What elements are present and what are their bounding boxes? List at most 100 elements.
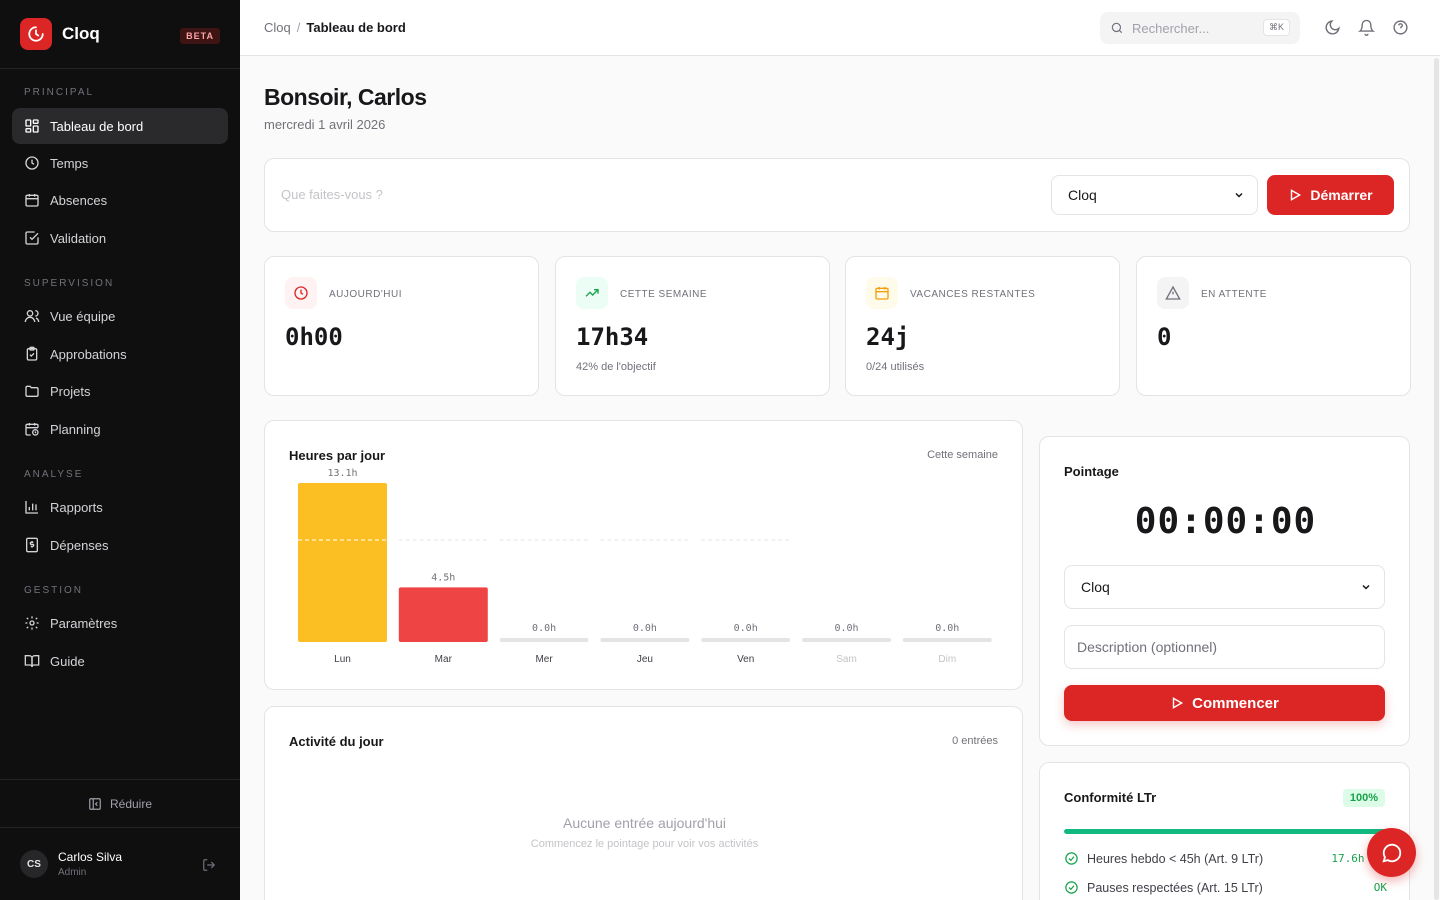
sidebar-item-label: Absences — [50, 192, 108, 208]
chart-value-label: 13.1h — [327, 468, 357, 479]
activity-count: 0 entrées — [952, 735, 998, 747]
commencer-button[interactable]: Commencer — [1064, 685, 1385, 721]
moon-icon[interactable] — [1324, 19, 1341, 36]
start-button[interactable]: Démarrer — [1267, 175, 1394, 215]
sidebar-item-planning[interactable]: Planning — [12, 411, 228, 447]
stat-label: EN ATTENTE — [1201, 289, 1267, 300]
sidebar-item-approbations[interactable]: Approbations — [12, 336, 228, 372]
play-icon — [1172, 697, 1184, 709]
rule-value: OK — [1373, 881, 1387, 894]
sidebar-item-absences[interactable]: Absences — [12, 182, 228, 218]
chevron-down-icon — [1235, 192, 1243, 198]
sidebar-item-parametres[interactable]: Paramètres — [12, 605, 228, 641]
app-name: Cloq — [62, 24, 100, 43]
chat-icon — [1381, 843, 1401, 863]
receipt-icon — [26, 537, 38, 553]
check-circle-icon — [1065, 881, 1078, 894]
search-input[interactable]: Rechercher... ⌘K — [1100, 12, 1300, 44]
play-icon — [1291, 189, 1302, 201]
sidebar-item-label: Projets — [50, 383, 91, 399]
users-icon — [24, 310, 40, 323]
brand: Cloq BETA — [0, 0, 240, 69]
stat-card-vacation: VACANCES RESTANTES 24j 0/24 utilisés — [845, 256, 1120, 396]
clock-icon — [25, 156, 39, 170]
chart-title: Heures par jour — [289, 448, 386, 463]
search-placeholder: Rechercher... — [1132, 20, 1210, 36]
logout-icon[interactable] — [202, 858, 216, 872]
sidebar-item-label: Rapports — [50, 499, 103, 515]
stat-value: 24j — [866, 323, 910, 351]
sidebar-item-projets[interactable]: Projets — [12, 373, 228, 409]
compliance-progress-fill — [1064, 829, 1387, 834]
sidebar-item-dashboard[interactable]: Tableau de bord — [12, 108, 228, 144]
breadcrumb-current: Tableau de bord — [306, 20, 406, 35]
page-date: mercredi 1 avril 2026 — [264, 117, 386, 132]
stat-value: 0 — [1157, 323, 1172, 351]
stat-note: 42% de l'objectif — [576, 361, 656, 373]
stat-card-today: AUJOURD'HUI 0h00 — [264, 256, 539, 396]
project-select[interactable]: Cloq — [1051, 175, 1258, 215]
clipboard-check-icon — [26, 346, 38, 361]
activity-input[interactable]: Que faites-vous ? — [281, 187, 383, 202]
calendar-icon — [866, 277, 898, 309]
stat-value: 0h00 — [285, 323, 343, 351]
search-icon — [1111, 22, 1123, 34]
calendar-clock-icon — [25, 423, 39, 436]
sidebar-item-guide[interactable]: Guide — [12, 643, 228, 679]
commencer-button-label: Commencer — [1192, 694, 1279, 712]
sidebar-item-label: Dépenses — [50, 537, 109, 553]
stat-value: 17h34 — [576, 323, 649, 351]
user-profile[interactable]: CS Carlos Silva Admin — [0, 827, 240, 900]
sidebar-item-label: Paramètres — [50, 615, 118, 631]
activity-title: Activité du jour — [289, 734, 384, 749]
chevron-down-icon — [1362, 584, 1370, 590]
chart-category-label: Mer — [535, 654, 553, 665]
trending-up-icon — [576, 277, 608, 309]
stat-label: AUJOURD'HUI — [329, 289, 402, 300]
chart-category-label: Lun — [334, 654, 351, 665]
stat-card-week: CETTE SEMAINE 17h34 42% de l'objectif — [555, 256, 830, 396]
chart-category-label: Jeu — [637, 654, 653, 665]
chart-value-label: 0.0h — [834, 623, 858, 634]
stat-label: VACANCES RESTANTES — [910, 289, 1036, 300]
collapse-button[interactable]: Réduire — [0, 779, 240, 827]
search-shortcut: ⌘K — [1262, 19, 1290, 36]
sidebar-item-rapports[interactable]: Rapports — [12, 489, 228, 525]
hours-chart: 13.1h Lun 4.5h Mar 0.0h Mer 0.0h Jeu 0.0h Ven 0.0h… — [298, 468, 992, 665]
rule-label: Heures hebdo < 45h (Art. 9 LTr) — [1087, 851, 1264, 866]
chat-button[interactable] — [1367, 828, 1416, 877]
project-select-value: Cloq — [1068, 187, 1097, 203]
logo-icon[interactable] — [20, 18, 52, 50]
chart-bar — [802, 638, 891, 642]
clock-icon — [285, 277, 317, 309]
help-icon[interactable] — [1392, 19, 1409, 36]
chart-bar — [701, 638, 791, 642]
stat-label: CETTE SEMAINE — [620, 289, 708, 300]
sidebar-item-label: Guide — [50, 653, 85, 669]
sidebar-item-label: Planning — [50, 421, 101, 437]
compliance-card: Conformité LTr 100% Heures hebdo < 45h (… — [1039, 762, 1410, 900]
chart-value-label: 0.0h — [532, 623, 556, 634]
pointage-project-value: Cloq — [1081, 579, 1110, 595]
breadcrumb-root[interactable]: Cloq — [264, 20, 291, 35]
chart-bar — [499, 638, 589, 642]
chart-bar — [398, 587, 488, 642]
chart-category-label: Ven — [737, 654, 754, 665]
bell-icon[interactable] — [1358, 19, 1375, 36]
chart-category-label: Mar — [435, 654, 453, 665]
activity-card: Activité du jour 0 entrées Aucune entrée… — [264, 706, 1023, 900]
scrollbar[interactable] — [1434, 58, 1439, 900]
description-field[interactable]: Description (optionnel) — [1064, 625, 1385, 669]
quick-start-card: Que faites-vous ? Cloq Démarrer — [264, 158, 1410, 232]
sidebar-item-vue-equipe[interactable]: Vue équipe — [12, 298, 228, 334]
section-gestion: GESTION — [24, 585, 84, 596]
sidebar-item-validation[interactable]: Validation — [12, 220, 228, 256]
chart-period: Cette semaine — [927, 449, 998, 461]
empty-title: Aucune entrée aujourd'hui — [562, 815, 727, 831]
start-button-label: Démarrer — [1310, 187, 1373, 203]
sidebar-item-depenses[interactable]: Dépenses — [12, 527, 228, 563]
gear-icon — [25, 616, 39, 630]
pointage-project-select[interactable]: Cloq — [1064, 565, 1385, 609]
sidebar-item-label: Approbations — [50, 346, 127, 362]
sidebar-item-temps[interactable]: Temps — [12, 145, 228, 181]
